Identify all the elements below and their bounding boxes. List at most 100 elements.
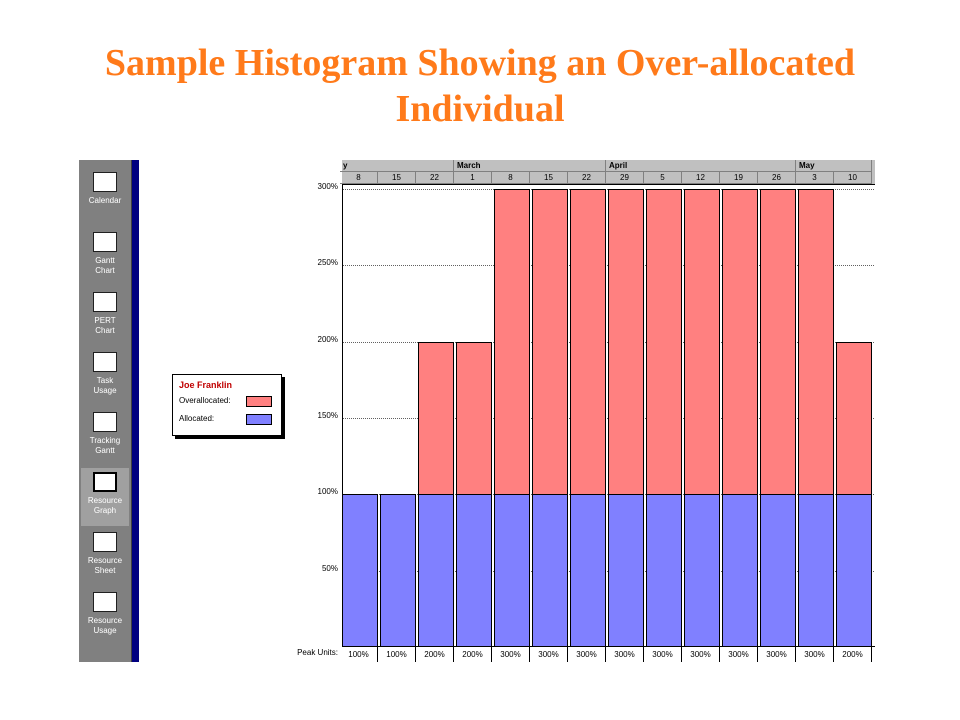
resource-graph: y March April May 8 15 22 1 8 15 22 29 5 12 19 26 3 10 10… xyxy=(340,160,875,662)
view-button-label: Gantt Chart xyxy=(95,256,115,275)
allocated-swatch xyxy=(246,414,272,425)
resource-sheet-icon xyxy=(93,532,117,552)
timescale-month: March xyxy=(454,160,606,172)
timescale-day: 29 xyxy=(606,172,644,184)
peak-units-cell: 300% xyxy=(606,647,644,662)
legend-box: Joe Franklin Overallocated: Allocated: xyxy=(172,374,282,436)
view-button-resource-graph[interactable]: Resource Graph xyxy=(81,468,129,526)
bar-overallocated xyxy=(646,189,682,495)
bar-overallocated xyxy=(836,341,872,495)
y-axis: Peak Units: 50% 100% 150% 200% 250% 300% xyxy=(282,160,342,662)
slide-title-line2: Individual xyxy=(395,88,565,130)
view-button-pert-chart[interactable]: PERT Chart xyxy=(81,288,129,346)
view-button-label: Calendar xyxy=(88,196,122,205)
timescale: y March April May 8 15 22 1 8 15 22 29 5 12 19 26 3 10 xyxy=(340,160,875,184)
peak-units-cell: 300% xyxy=(492,647,530,662)
bar-overallocated xyxy=(722,189,758,495)
bar-allocated xyxy=(380,494,416,647)
view-button-tracking-gantt[interactable]: Tracking Gantt xyxy=(81,408,129,466)
view-button-gantt-chart[interactable]: Gantt Chart xyxy=(81,228,129,286)
timescale-day: 10 xyxy=(834,172,872,184)
timescale-day: 22 xyxy=(416,172,454,184)
legend-overallocated-label: Overallocated: xyxy=(179,396,231,405)
slide-title: Sample Histogram Showing an Over-allocat… xyxy=(0,40,960,132)
peak-units-cell: 300% xyxy=(796,647,834,662)
timescale-day: 12 xyxy=(682,172,720,184)
slide-title-line1: Sample Histogram Showing an Over-allocat… xyxy=(104,42,856,84)
view-button-label: PERT Chart xyxy=(94,316,116,335)
bar-overallocated xyxy=(494,189,530,495)
timescale-month: y xyxy=(340,160,454,172)
overallocated-swatch xyxy=(246,396,272,407)
legend-allocated-label: Allocated: xyxy=(179,414,215,423)
bar-allocated xyxy=(494,494,530,647)
resource-usage-icon xyxy=(93,592,117,612)
peak-units-label: Peak Units: xyxy=(297,648,338,657)
plot-area xyxy=(342,184,875,647)
y-tick-label: 150% xyxy=(317,411,338,420)
legend-resource-name: Joe Franklin xyxy=(179,380,233,390)
bar-overallocated xyxy=(608,189,644,495)
timescale-day: 26 xyxy=(758,172,796,184)
pane-divider[interactable] xyxy=(132,160,139,662)
peak-units-cell: 300% xyxy=(530,647,568,662)
pert-chart-icon xyxy=(93,292,117,312)
bar-allocated xyxy=(684,494,720,647)
timescale-day: 8 xyxy=(340,172,378,184)
view-button-label: Tracking Gantt xyxy=(89,436,121,455)
view-button-label: Task Usage xyxy=(93,376,117,395)
view-button-calendar[interactable]: Calendar xyxy=(81,168,129,226)
peak-units-cell: 300% xyxy=(644,647,682,662)
bar-allocated xyxy=(608,494,644,647)
bar-overallocated xyxy=(532,189,568,495)
y-tick-label: 100% xyxy=(317,487,338,497)
peak-units-cell: 200% xyxy=(416,647,454,662)
timescale-day: 22 xyxy=(568,172,606,184)
peak-units-cell: 100% xyxy=(378,647,416,662)
peak-units-cell: 300% xyxy=(720,647,758,662)
bar-allocated xyxy=(798,494,834,647)
view-button-task-usage[interactable]: Task Usage xyxy=(81,348,129,406)
bar-allocated xyxy=(532,494,568,647)
view-button-resource-sheet[interactable]: Resource Sheet xyxy=(81,528,129,586)
bar-allocated xyxy=(418,494,454,647)
bar-allocated xyxy=(342,494,378,647)
bar-allocated xyxy=(646,494,682,647)
view-button-resource-usage[interactable]: Resource Usage xyxy=(81,588,129,646)
calendar-icon xyxy=(93,172,117,192)
y-tick-label: 50% xyxy=(321,563,338,573)
timescale-day: 19 xyxy=(720,172,758,184)
bar-allocated xyxy=(760,494,796,647)
timescale-day: 15 xyxy=(530,172,568,184)
bar-allocated xyxy=(722,494,758,647)
bar-allocated xyxy=(456,494,492,647)
peak-units-cell: 100% xyxy=(340,647,378,662)
peak-units-row: 100% 100% 200% 200% 300% 300% 300% 300% 300% 300%… xyxy=(342,646,875,662)
peak-units-cell: 200% xyxy=(454,647,492,662)
bar-allocated xyxy=(570,494,606,647)
bar-overallocated xyxy=(456,341,492,495)
timescale-day: 8 xyxy=(492,172,530,184)
y-tick-label: 250% xyxy=(317,258,338,268)
timescale-day: 3 xyxy=(796,172,834,184)
bar-overallocated xyxy=(418,341,454,495)
timescale-day: 1 xyxy=(454,172,492,184)
peak-units-cell: 300% xyxy=(568,647,606,662)
view-button-label: Resource Sheet xyxy=(87,556,123,575)
tracking-gantt-icon xyxy=(93,412,117,432)
peak-units-cell: 200% xyxy=(834,647,872,662)
view-button-label: Resource Graph xyxy=(87,496,123,515)
project-window: Calendar Gantt Chart PERT Chart Task Usage T… xyxy=(79,160,875,662)
bar-overallocated xyxy=(684,189,720,495)
bar-overallocated xyxy=(760,189,796,495)
y-tick-label: 300% xyxy=(317,182,338,191)
bar-allocated xyxy=(836,494,872,647)
view-button-label: Resource Usage xyxy=(87,616,123,635)
timescale-day: 15 xyxy=(378,172,416,184)
timescale-day: 5 xyxy=(644,172,682,184)
timescale-month: May xyxy=(796,160,872,172)
bar-overallocated xyxy=(798,189,834,495)
peak-units-cell: 300% xyxy=(682,647,720,662)
timescale-month: April xyxy=(606,160,796,172)
peak-units-cell: 300% xyxy=(758,647,796,662)
